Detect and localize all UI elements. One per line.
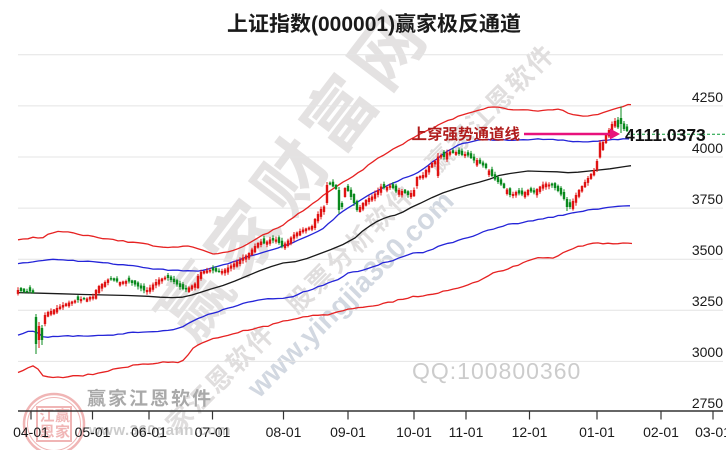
svg-text:08-01: 08-01 <box>266 424 302 440</box>
svg-text:www.360gann.com: www.360gann.com <box>88 422 231 439</box>
svg-text:3750: 3750 <box>692 191 723 207</box>
svg-text:05-01: 05-01 <box>75 424 111 440</box>
svg-text:06-01: 06-01 <box>131 424 167 440</box>
svg-text:4000: 4000 <box>692 140 723 156</box>
svg-text:3250: 3250 <box>692 293 723 309</box>
svg-text:03-01: 03-01 <box>695 424 726 440</box>
svg-text:QQ:100800360: QQ:100800360 <box>412 358 581 384</box>
svg-text:2750: 2750 <box>692 395 723 411</box>
svg-text:10-01: 10-01 <box>396 424 432 440</box>
svg-text:(000001): (000001) <box>311 13 395 36</box>
svg-text:4111.0373: 4111.0373 <box>625 125 706 145</box>
svg-text:04-01: 04-01 <box>13 424 49 440</box>
svg-text:02-01: 02-01 <box>643 424 679 440</box>
svg-text:11-01: 11-01 <box>449 424 484 440</box>
svg-text:09-01: 09-01 <box>330 424 366 440</box>
svg-text:12-01: 12-01 <box>512 424 548 440</box>
svg-text:01-01: 01-01 <box>579 424 615 440</box>
svg-text:07-01: 07-01 <box>195 424 231 440</box>
svg-text:4250: 4250 <box>692 89 723 105</box>
svg-text:3000: 3000 <box>692 344 723 360</box>
svg-text:3500: 3500 <box>692 242 723 258</box>
